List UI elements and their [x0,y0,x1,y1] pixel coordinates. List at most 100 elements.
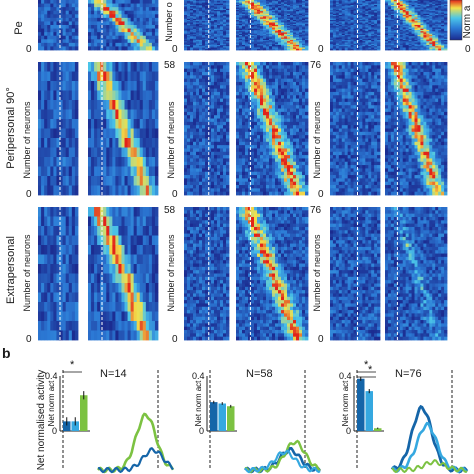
heatmap-cell [444,35,448,37]
heatmap-cell [350,35,354,37]
heatmap-cell [199,111,203,116]
heatmap-cell [399,36,404,38]
heatmap-cell [293,15,297,17]
heatmap-cell [208,26,212,28]
heatmap-cell [115,25,119,29]
heatmap-cell [414,43,418,46]
heatmap-cell [296,3,300,6]
heatmap-cell [335,25,340,27]
heatmap-cell [208,108,212,113]
heatmap-cell [408,27,412,30]
heatmap-cell [302,33,306,36]
heatmap-cell [242,6,246,8]
heatmap-cell [371,45,375,47]
heatmap-cell [251,48,255,51]
heatmap-cell [97,109,101,120]
heatmap-cell [65,46,70,51]
heatmap-cell [245,71,249,76]
heatmap-cell [211,91,215,96]
heatmap-cell [396,30,401,32]
heatmap-cell [353,35,357,37]
heatmap-cell [223,125,227,129]
heatmap-cell [405,23,410,26]
heatmap-cell [91,62,95,72]
heatmap-cell [266,47,270,50]
heatmap-cell [133,138,138,148]
heatmap-cell [62,185,67,196]
heatmap-cell [393,36,398,38]
heatmap-cell [435,2,439,5]
heatmap-cell [248,6,252,8]
heatmap-cell [441,38,445,41]
heatmap-cell [187,65,191,70]
heatmap-cell [332,6,337,8]
heatmap-cell [151,28,156,33]
heatmap-cell [136,42,141,47]
heatmap-cell [338,6,343,8]
heatmap-cell [220,108,224,113]
heatmap-cell [263,95,267,99]
heatmap-cell [299,16,303,18]
heatmap-cell [332,13,337,16]
heatmap-cell [214,22,218,25]
heatmap-cell [423,17,427,20]
heatmap-cell [390,12,395,15]
heatmap-cell [242,95,246,99]
heatmap-cell [263,68,267,73]
heatmap-cell [432,8,436,11]
heatmap-cell [272,10,276,12]
heatmap-cell [341,41,346,43]
heatmap-cell [371,41,375,43]
heatmap-cell [444,1,448,3]
heatmap-cell [284,28,288,31]
heatmap-cell [226,10,230,12]
heatmap-cell [353,3,357,6]
heatmap-cell [411,46,415,48]
heatmap-cell [260,45,264,47]
heatmap-cell [220,16,224,18]
heatmap-cell [374,0,378,2]
heatmap-cell [190,81,194,86]
heatmap-cell [136,62,141,72]
heatmap-cell [187,13,191,16]
heatmap-cell [302,13,306,16]
heatmap-cell [38,71,42,82]
heatmap-cell [266,32,270,35]
heatmap-cell [193,91,197,96]
heatmap-cell [53,62,57,72]
heatmap-cell [236,91,240,96]
heatmap-cell [118,109,122,120]
heatmap-cell [350,0,354,2]
heatmap-cell [202,141,206,146]
heatmap-cell [68,62,73,72]
heatmap-cell [127,35,132,40]
heatmap-cell [103,7,107,12]
heatmap-cell [269,27,273,30]
heatmap-cell [405,17,410,20]
heatmap-cell [417,43,421,46]
heatmap-cell [190,13,194,16]
heatmap-cell [193,108,197,113]
heatmap-cell [151,14,156,19]
heatmap-cell [47,35,51,40]
heatmap-cell [435,31,439,33]
heatmap-cell [278,12,282,15]
heatmap-cell [248,47,252,50]
heatmap-cell [184,41,188,43]
heatmap-cell [432,16,436,18]
heatmap-cell [106,17,110,22]
heatmap-cell [356,47,360,50]
heatmap-cell [236,32,240,35]
heatmap-cell [426,0,430,2]
heatmap-cell [47,119,51,129]
heatmap-cell [359,41,363,43]
heatmap-cell [266,71,270,76]
heatmap-cell [330,47,334,50]
heatmap-cell [208,68,212,73]
heatmap-cell [387,35,392,37]
heatmap-cell [290,10,294,12]
heatmap-cell [94,157,98,167]
heatmap-cell [332,30,337,32]
heatmap-cell [184,17,188,20]
